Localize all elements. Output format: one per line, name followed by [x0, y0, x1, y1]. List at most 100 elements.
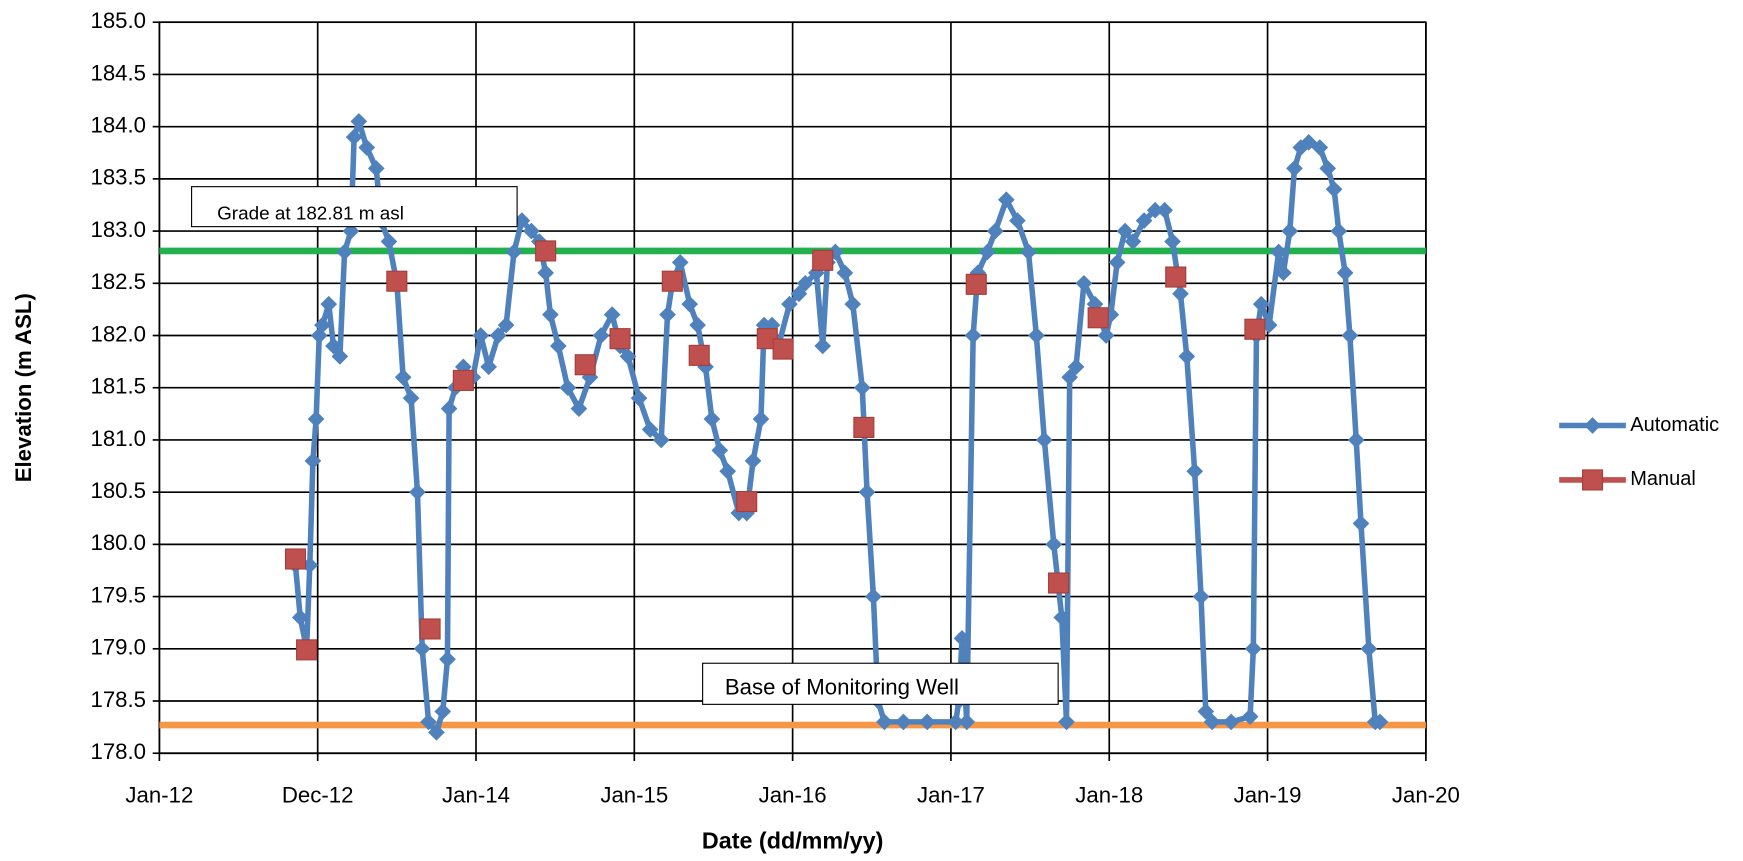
marker: [858, 483, 876, 501]
marker: [1172, 285, 1189, 303]
marker: [1281, 222, 1299, 240]
marker: [979, 243, 996, 261]
marker: [350, 113, 368, 130]
marker: [1352, 515, 1370, 532]
marker: [413, 640, 431, 658]
marker: [812, 249, 834, 271]
y-tick-label: 180.0: [90, 530, 146, 555]
y-tick-label: 183.5: [90, 165, 146, 190]
marker: [1275, 264, 1292, 282]
marker: [513, 212, 531, 229]
plot-frame: [158, 21, 1427, 755]
legend-marker: [1584, 417, 1601, 434]
marker: [853, 416, 875, 438]
marker: [1108, 254, 1126, 271]
marker: [367, 160, 385, 177]
marker: [1360, 640, 1378, 658]
marker: [630, 389, 648, 407]
marker: [439, 650, 456, 668]
marker: [736, 491, 758, 513]
marker: [661, 270, 683, 292]
marker: [681, 295, 699, 313]
marker: [752, 410, 770, 428]
marker: [1178, 348, 1196, 365]
marker: [1330, 222, 1348, 240]
y-tick-label: 185.0: [90, 8, 146, 33]
marker: [844, 295, 862, 313]
marker: [537, 264, 554, 282]
marker: [497, 316, 515, 334]
marker: [1036, 431, 1053, 449]
x-tick-label: Jan-19: [1234, 782, 1302, 807]
marker: [402, 389, 420, 407]
marker: [1203, 713, 1221, 731]
marker: [1222, 713, 1240, 731]
marker: [1020, 243, 1037, 261]
marker: [711, 442, 729, 459]
marker: [472, 327, 490, 344]
x-tick-label: Jan-16: [759, 782, 827, 807]
marker: [1244, 318, 1266, 340]
marker: [325, 337, 342, 355]
marker: [947, 713, 965, 731]
marker: [1009, 212, 1026, 229]
marker: [1270, 243, 1287, 261]
marker: [986, 222, 1004, 240]
marker: [420, 713, 437, 731]
marker: [386, 270, 408, 292]
marker: [1097, 327, 1115, 344]
marker: [434, 703, 452, 720]
marker: [1197, 703, 1215, 720]
marker: [570, 400, 588, 417]
marker: [918, 713, 936, 731]
marker: [1286, 160, 1303, 177]
x-tick-label: Jan-18: [1075, 782, 1143, 807]
marker: [452, 369, 474, 391]
marker: [291, 609, 309, 626]
marker: [744, 452, 762, 470]
y-tick-label: 181.5: [90, 374, 146, 399]
marker: [1319, 160, 1337, 177]
marker: [1252, 295, 1270, 313]
marker: [394, 368, 412, 386]
marker: [480, 358, 497, 376]
marker: [1341, 327, 1359, 344]
marker: [1347, 431, 1365, 449]
marker: [659, 306, 676, 323]
marker: [296, 639, 318, 661]
y-tick-label: 183.0: [90, 217, 146, 242]
marker: [1244, 640, 1262, 658]
marker: [409, 483, 426, 501]
marker: [641, 421, 659, 438]
marker: [876, 713, 893, 731]
marker: [535, 240, 557, 262]
marker: [419, 618, 441, 640]
legend-label: Manual: [1630, 468, 1696, 490]
marker: [304, 452, 322, 470]
marker: [895, 713, 912, 731]
annotation-box: [191, 186, 518, 228]
marker: [1048, 572, 1070, 594]
y-tick-label: 179.5: [90, 582, 146, 607]
marker: [1116, 222, 1134, 240]
marker: [1336, 264, 1354, 282]
marker: [1371, 713, 1389, 731]
x-tick-label: Jan-20: [1392, 782, 1460, 807]
marker: [523, 222, 540, 240]
plot-marks: [284, 113, 1389, 741]
marker: [603, 306, 621, 323]
marker: [719, 462, 737, 480]
marker: [965, 273, 987, 295]
marker: [1165, 266, 1187, 288]
y-tick-label: 178.5: [90, 687, 146, 712]
marker: [1311, 139, 1329, 156]
x-tick-label: Jan-17: [917, 782, 985, 807]
marker: [314, 316, 331, 334]
x-axis-label: Date (dd/mm/yy): [702, 827, 883, 853]
y-tick-label: 182.0: [90, 321, 146, 346]
marker: [440, 400, 458, 417]
marker: [358, 139, 376, 156]
marker: [336, 243, 353, 261]
legend-marker: [1581, 469, 1604, 491]
